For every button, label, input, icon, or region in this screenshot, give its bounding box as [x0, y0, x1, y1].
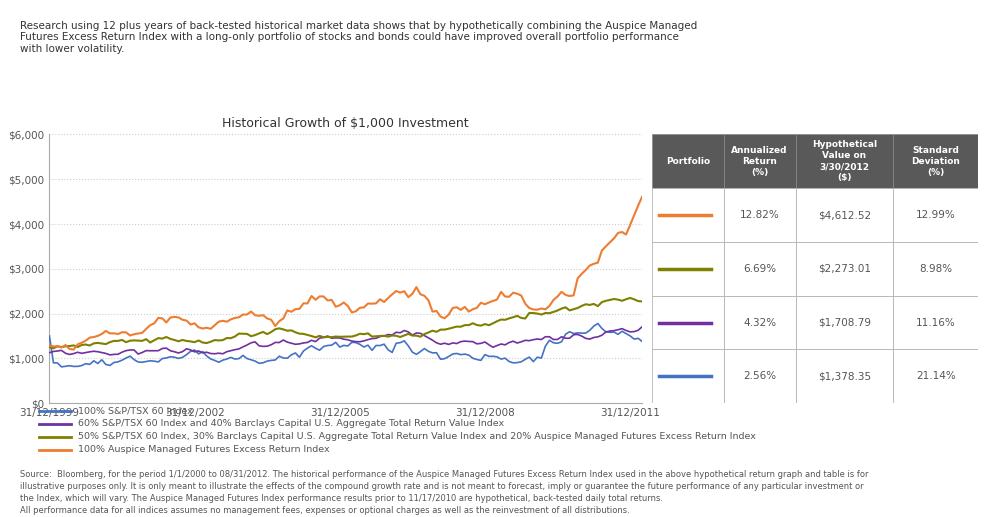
Text: $1,708.79: $1,708.79 [818, 317, 871, 328]
Text: Research using 12 plus years of back-tested historical market data shows that by: Research using 12 plus years of back-tes… [20, 21, 697, 54]
Text: 12.82%: 12.82% [740, 210, 780, 220]
Text: Source:  Bloomberg, for the period 1/1/2000 to 08/31/2012. The historical perfor: Source: Bloomberg, for the period 1/1/20… [20, 470, 868, 515]
FancyBboxPatch shape [893, 242, 978, 296]
Text: Hypothetical
Value on
3/30/2012
($): Hypothetical Value on 3/30/2012 ($) [812, 140, 877, 183]
Text: 2.56%: 2.56% [743, 371, 777, 382]
FancyBboxPatch shape [795, 134, 893, 188]
FancyBboxPatch shape [652, 188, 724, 242]
Text: $1,378.35: $1,378.35 [818, 371, 871, 382]
FancyBboxPatch shape [724, 242, 795, 296]
FancyBboxPatch shape [652, 134, 724, 188]
Text: Portfolio: Portfolio [666, 157, 710, 166]
FancyBboxPatch shape [795, 188, 893, 242]
Text: 8.98%: 8.98% [919, 264, 952, 274]
Text: 50% S&P/TSX 60 Index, 30% Barclays Capital U.S. Aggregate Total Return Value Ind: 50% S&P/TSX 60 Index, 30% Barclays Capit… [78, 432, 756, 442]
FancyBboxPatch shape [893, 188, 978, 242]
Text: 100% S&P/TSX 60 Index: 100% S&P/TSX 60 Index [78, 406, 193, 416]
Text: 4.32%: 4.32% [743, 317, 777, 328]
FancyBboxPatch shape [724, 134, 795, 188]
FancyBboxPatch shape [795, 242, 893, 296]
Text: Annualized
Return
(%): Annualized Return (%) [731, 146, 787, 177]
Text: 60% S&P/TSX 60 Index and 40% Barclays Capital U.S. Aggregate Total Return Value : 60% S&P/TSX 60 Index and 40% Barclays Ca… [78, 419, 504, 429]
Title: Historical Growth of $1,000 Investment: Historical Growth of $1,000 Investment [222, 117, 469, 130]
Text: 12.99%: 12.99% [916, 210, 955, 220]
Y-axis label: Dollar Investment: Dollar Investment [0, 222, 3, 315]
FancyBboxPatch shape [893, 134, 978, 188]
FancyBboxPatch shape [795, 296, 893, 349]
Text: 100% Auspice Managed Futures Excess Return Index: 100% Auspice Managed Futures Excess Retu… [78, 445, 330, 454]
FancyBboxPatch shape [795, 349, 893, 403]
FancyBboxPatch shape [724, 188, 795, 242]
Text: 6.69%: 6.69% [743, 264, 777, 274]
FancyBboxPatch shape [652, 242, 724, 296]
FancyBboxPatch shape [652, 349, 724, 403]
FancyBboxPatch shape [652, 296, 724, 349]
FancyBboxPatch shape [893, 349, 978, 403]
FancyBboxPatch shape [724, 296, 795, 349]
Text: 11.16%: 11.16% [916, 317, 955, 328]
FancyBboxPatch shape [724, 349, 795, 403]
FancyBboxPatch shape [893, 296, 978, 349]
Text: 21.14%: 21.14% [916, 371, 955, 382]
Text: $2,273.01: $2,273.01 [818, 264, 871, 274]
Text: $4,612.52: $4,612.52 [818, 210, 871, 220]
Text: Standard
Deviation
(%): Standard Deviation (%) [911, 146, 960, 177]
